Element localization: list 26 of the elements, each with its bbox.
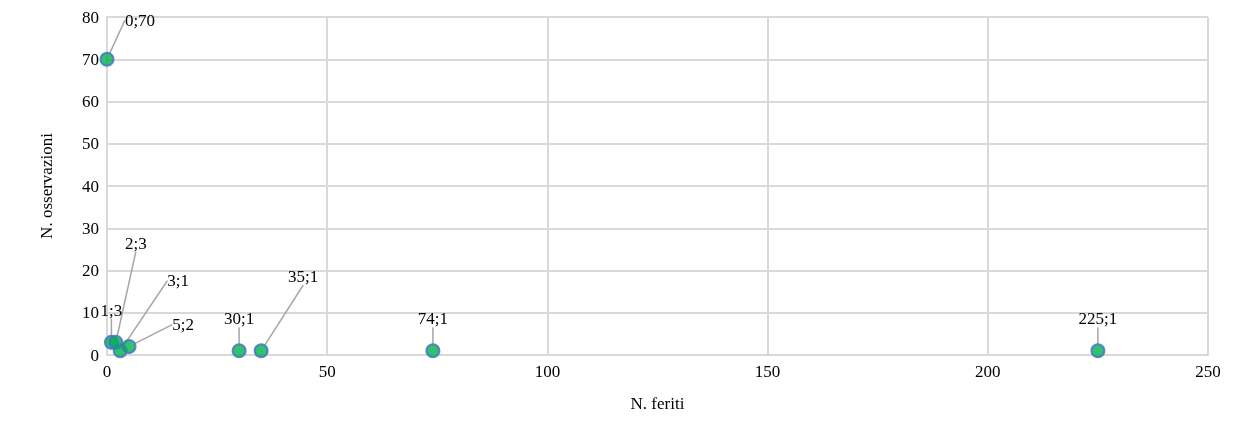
data-label: 2;3 <box>124 233 147 253</box>
x-tick-label: 100 <box>534 362 561 381</box>
data-label: 1;3 <box>100 300 123 320</box>
data-label: 0;70 <box>124 10 156 30</box>
y-tick-label: 70 <box>82 49 99 69</box>
y-axis-title: N. osservazioni <box>37 132 56 239</box>
x-tick-label: 150 <box>754 362 781 381</box>
y-tick-label: 30 <box>82 218 99 238</box>
x-axis-title: N. feriti <box>630 394 685 413</box>
data-label: 74;1 <box>417 309 449 329</box>
x-tick-label: 250 <box>1195 362 1221 381</box>
y-tick-label: 20 <box>82 261 99 280</box>
x-tick-label: 0 <box>102 362 112 381</box>
data-label: 225;1 <box>1078 309 1118 329</box>
x-tick-label: 200 <box>975 362 1001 381</box>
y-tick-label: 10 <box>82 303 99 323</box>
y-tick-label: 50 <box>82 134 99 154</box>
y-tick-label: 80 <box>82 7 99 27</box>
y-tick-label: 0 <box>90 345 99 365</box>
data-label: 3;1 <box>167 271 190 291</box>
data-label: 30;1 <box>224 309 255 329</box>
data-label: 35;1 <box>288 267 319 287</box>
y-tick-label: 40 <box>82 176 99 196</box>
x-tick-label: 50 <box>318 362 336 381</box>
y-tick-label: 60 <box>82 92 99 111</box>
data-label: 5;2 <box>172 315 194 335</box>
